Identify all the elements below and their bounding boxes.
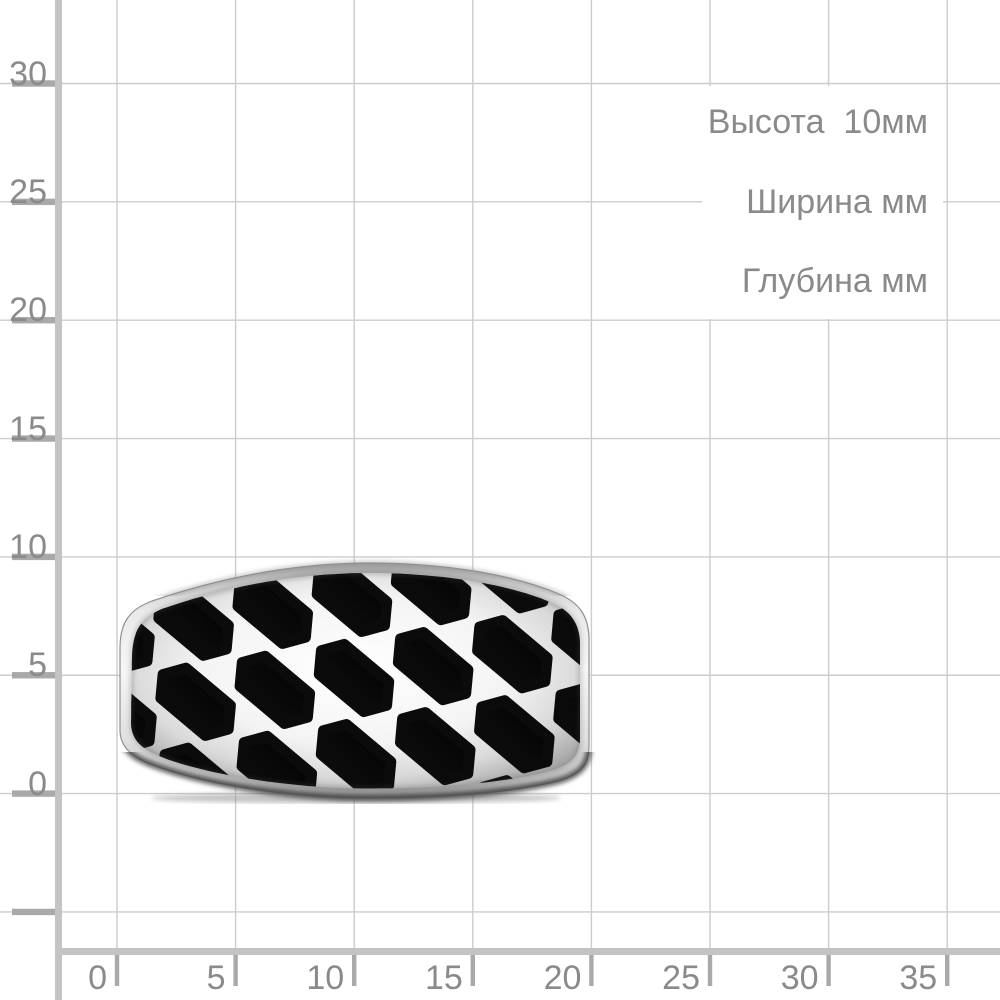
y-axis-tick bbox=[12, 198, 55, 206]
x-axis-label: 15 bbox=[424, 959, 463, 997]
x-axis-tick bbox=[352, 955, 357, 986]
x-axis-label: 25 bbox=[662, 959, 700, 997]
enamel-cell bbox=[472, 615, 553, 694]
x-axis-bar bbox=[55, 948, 1000, 955]
x-axis-tick bbox=[470, 955, 475, 986]
y-axis-label: 30 bbox=[9, 54, 47, 93]
enamel-cell bbox=[392, 627, 474, 706]
x-axis-label: 35 bbox=[899, 959, 938, 997]
x-axis-tick bbox=[233, 955, 238, 986]
enamel-cell bbox=[131, 573, 153, 593]
enamel-cell bbox=[390, 573, 472, 626]
y-axis-tick bbox=[12, 672, 55, 679]
x-axis-label: 10 bbox=[306, 959, 345, 997]
label-backdrop bbox=[702, 86, 943, 319]
width-dimension-label: Ширина мм bbox=[746, 183, 928, 221]
y-axis-tick bbox=[12, 435, 55, 442]
enamel-cell bbox=[236, 556, 306, 563]
y-axis-label: 25 bbox=[9, 172, 47, 211]
x-axis-label: 0 bbox=[88, 959, 107, 997]
x-axis-tick bbox=[114, 955, 120, 986]
enamel-cell bbox=[313, 638, 395, 718]
y-axis-label: 5 bbox=[28, 646, 47, 685]
y-axis-tick bbox=[12, 80, 55, 87]
enamel-cell bbox=[151, 573, 232, 581]
y-axis-label: 20 bbox=[9, 291, 47, 330]
panel-edge-shade bbox=[129, 571, 581, 790]
enamel-cell bbox=[474, 695, 555, 774]
x-axis-tick bbox=[826, 955, 831, 986]
ring-bottom-rim-shade bbox=[125, 752, 592, 802]
height-dimension-label: Высота 10мм bbox=[707, 103, 928, 141]
enamel-cell bbox=[553, 683, 580, 762]
y-axis-bar bbox=[55, 0, 62, 1000]
x-axis-tick bbox=[707, 955, 713, 986]
x-axis-label: 5 bbox=[206, 959, 226, 997]
y-axis-tick bbox=[12, 317, 55, 324]
x-axis-tick bbox=[945, 955, 950, 986]
y-axis-tick bbox=[12, 908, 55, 916]
y-axis-tick bbox=[12, 553, 55, 561]
enamel-cell bbox=[131, 674, 157, 753]
y-axis-label: 10 bbox=[9, 527, 47, 566]
x-axis-label: 30 bbox=[780, 959, 819, 997]
y-axis-label: 15 bbox=[9, 409, 47, 448]
enamel-cell bbox=[155, 662, 236, 741]
enamel-cell bbox=[311, 573, 393, 637]
enamel-cell bbox=[234, 650, 316, 729]
ring-photo bbox=[119, 556, 592, 804]
ring-top-rim-shade bbox=[162, 561, 567, 596]
x-axis-label: 20 bbox=[543, 959, 582, 997]
x-axis-tick bbox=[589, 955, 594, 986]
y-axis-tick bbox=[12, 790, 55, 797]
enamel-cell bbox=[551, 603, 580, 682]
y-axis-label: 0 bbox=[28, 764, 47, 803]
enamel-cell bbox=[315, 719, 397, 789]
depth-dimension-label: Глубина мм bbox=[741, 262, 928, 300]
enamel-cell bbox=[395, 707, 476, 786]
